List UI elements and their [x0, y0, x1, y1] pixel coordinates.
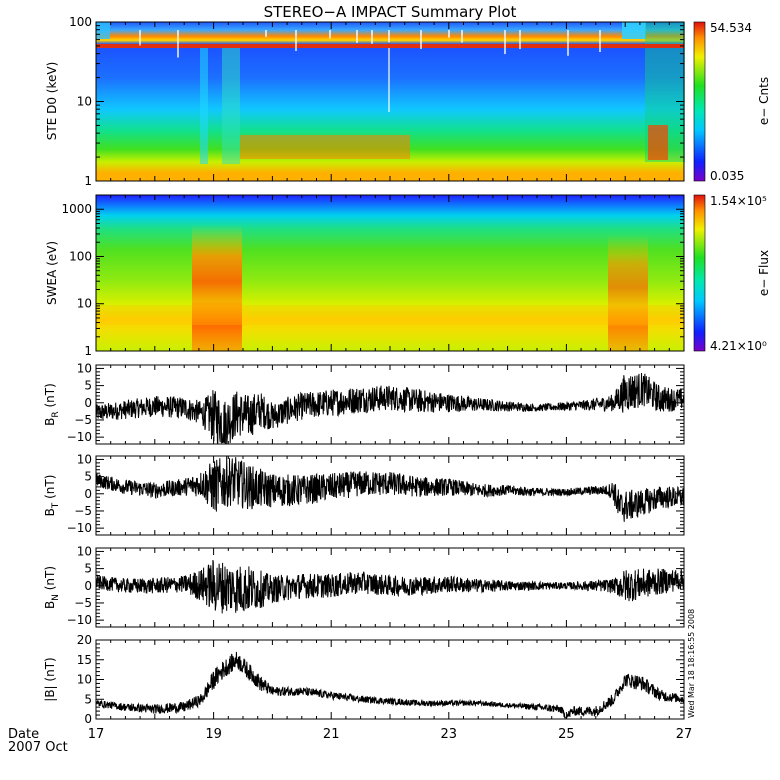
bn-y-tick-label: −5 [74, 596, 92, 610]
bn-y-tick-label: 10 [77, 544, 92, 558]
swea-y-tick-label: 100 [69, 249, 92, 263]
ste-y-tick-label: 1 [84, 174, 92, 188]
x-tick-label: 25 [558, 727, 575, 742]
ste-bright-line [96, 44, 684, 48]
timestamp-stamp: Wed Mar 18 18:16:55 2008 [687, 609, 696, 718]
bmag-y-tick-label: 5 [84, 692, 92, 706]
bn-y-tick-label: −10 [67, 613, 92, 627]
swea-y-tick-label: 10 [77, 297, 92, 311]
bt-frame [95, 455, 685, 536]
bt-y-tick-label: 5 [84, 470, 92, 484]
bn-y-tick-label: 5 [84, 562, 92, 576]
bn-panel: −10 −5 0 5 10 BN (nT) [43, 544, 685, 628]
bmag-y-tick-label: 0 [84, 712, 92, 726]
swea-colorbar [693, 194, 706, 352]
month-label: 2007 Oct [8, 740, 68, 755]
bt-series-line [95, 455, 685, 522]
ste-colorbar-label: e− Cnts [757, 77, 771, 125]
bt-y-tick-label: −10 [67, 521, 92, 535]
swea-y-tick-label: 1 [84, 344, 92, 358]
swea-event-1 [192, 225, 242, 351]
bn-ylabel-unit: (nT) [43, 566, 57, 594]
swea-ylabel: SWEA (eV) [45, 241, 59, 305]
ste-y-tick-label: 100 [69, 15, 92, 29]
bt-ylabel: BT (nT) [43, 475, 61, 517]
bt-panel: −10 −5 0 5 10 BT (nT) [43, 452, 685, 536]
br-ylabel: BR (nT) [43, 383, 61, 426]
swea-y-tick-label: 1000 [61, 202, 92, 216]
swea-event-2 [608, 235, 648, 351]
x-tick-label: 21 [323, 727, 340, 742]
bt-ylabel-sub: T [51, 502, 61, 509]
bn-series-line [95, 560, 685, 614]
ste-y-tick-label: 10 [77, 95, 92, 109]
ste-orange-patch [240, 135, 410, 159]
bmag-y-tick-label: 20 [77, 633, 92, 647]
bn-y-tick-label: 0 [84, 579, 92, 593]
swea-panel: 1 10 100 1000 SWEA (eV) 1.54×10⁵ 4.21×10⁰ e… [45, 194, 771, 358]
swea-colorbar-min: 4.21×10⁰ [710, 339, 767, 353]
br-y-tick-label: −10 [67, 430, 92, 444]
ste-red-patch [648, 125, 668, 160]
bn-ylabel-sub: N [51, 594, 61, 601]
ste-colorbar [693, 21, 706, 182]
br-panel: −10 −5 0 5 10 BR (nT) [43, 361, 685, 445]
swea-colorbar-label: e− Flux [757, 250, 771, 296]
br-y-tick-label: 0 [84, 396, 92, 410]
ste-cyan-band-right [622, 22, 646, 39]
ste-colorbar-max: 54.534 [710, 21, 752, 35]
x-tick-label: 17 [88, 727, 105, 742]
br-series-line [95, 372, 685, 445]
br-ylabel-main: B [43, 418, 57, 426]
x-axis-labels: 17 19 21 23 25 27 [88, 727, 693, 742]
br-y-tick-label: −5 [74, 413, 92, 427]
bt-ylabel-main: B [43, 508, 57, 516]
br-y-tick-label: 5 [84, 379, 92, 393]
bmag-panel: 0 5 10 15 20 |B| (nT) [43, 633, 685, 726]
br-ylabel-sub: R [51, 411, 61, 417]
bt-y-tick-label: −5 [74, 504, 92, 518]
bt-ylabel-unit: (nT) [43, 475, 57, 503]
bt-y-tick-label: 10 [77, 452, 92, 466]
swea-colorbar-max: 1.54×10⁵ [710, 194, 767, 208]
bt-y-tick-label: 0 [84, 487, 92, 501]
ste-event-column-1 [200, 44, 208, 164]
bmag-ylabel: |B| (nT) [43, 657, 57, 701]
bmag-ylabel-unit: (nT) [43, 657, 57, 685]
x-tick-label: 27 [676, 727, 693, 742]
ste-cyan-band-left [96, 22, 110, 39]
bmag-ylabel-main: |B| [43, 685, 57, 701]
bmag-y-tick-label: 10 [77, 673, 92, 687]
ste-event-column-2 [222, 44, 240, 164]
ste-panel: 1 10 100 STE D0 (keV) 54.534 0.035 e− Cnts [45, 15, 771, 188]
br-y-tick-label: 10 [77, 361, 92, 375]
x-tick-label: 23 [441, 727, 458, 742]
swea-lowband [96, 305, 684, 325]
bmag-y-tick-label: 15 [77, 653, 92, 667]
figure-title: STEREO−A IMPACT Summary Plot [264, 3, 517, 21]
date-label: Date [8, 727, 39, 742]
swea-y-axis: 1 10 100 1000 [61, 194, 685, 358]
br-ylabel-unit: (nT) [43, 383, 57, 411]
ste-y-axis: 1 10 100 [69, 15, 685, 188]
bn-ylabel: BN (nT) [43, 566, 61, 609]
bmag-series-line [95, 651, 685, 720]
swea-heatmap [96, 195, 684, 351]
ste-colorbar-min: 0.035 [710, 169, 744, 183]
ste-ylabel: STE D0 (keV) [45, 62, 59, 141]
x-tick-label: 19 [205, 727, 222, 742]
bn-ylabel-main: B [43, 601, 57, 609]
